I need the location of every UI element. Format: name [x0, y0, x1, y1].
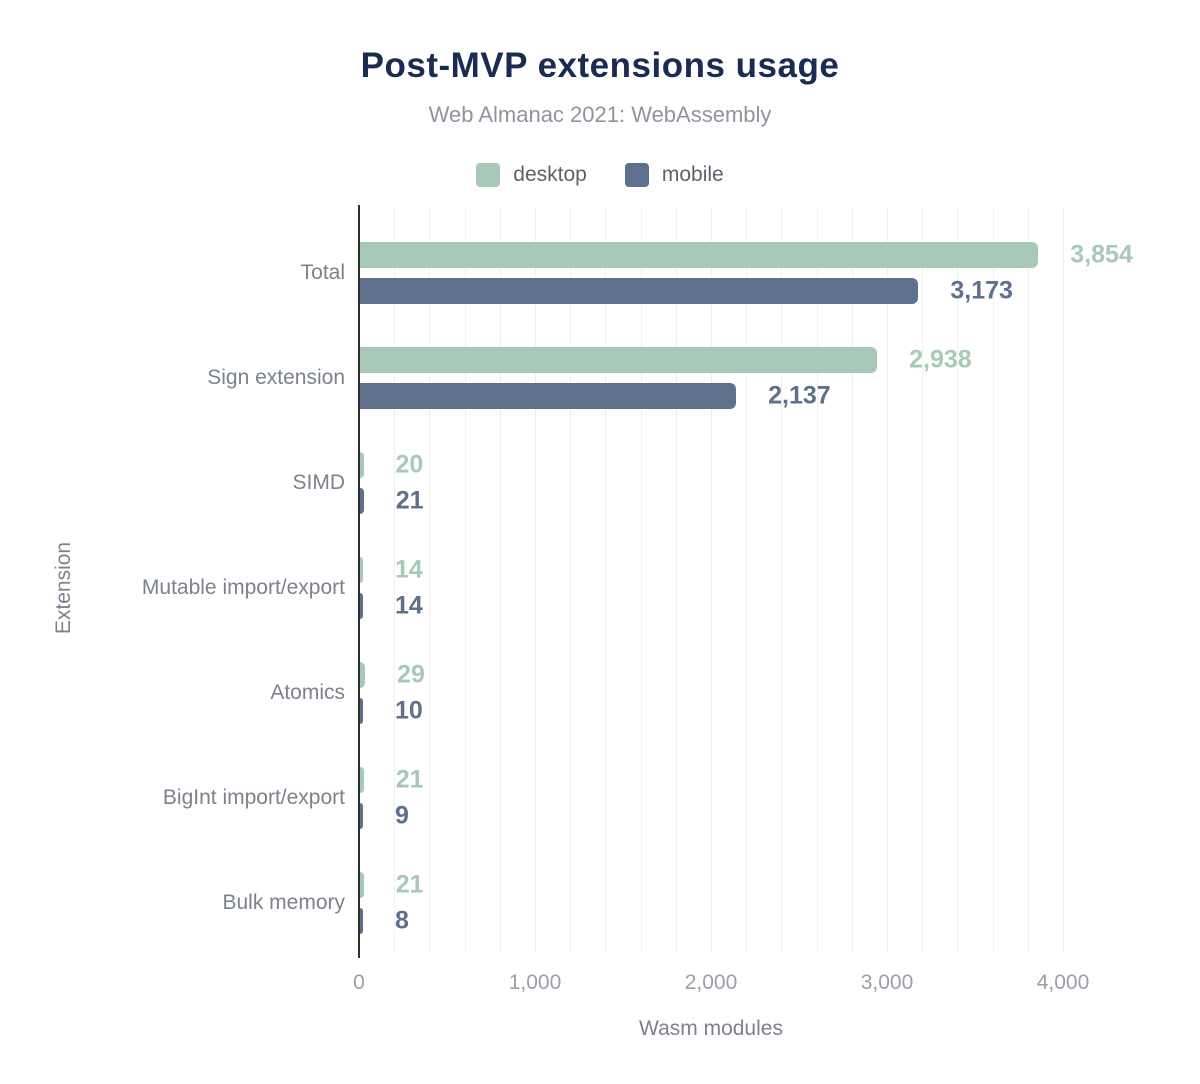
gridline — [535, 207, 536, 953]
value-label-desktop: 21 — [395, 870, 424, 899]
gridline — [1027, 207, 1029, 953]
category-label: Atomics — [270, 681, 345, 704]
category-label: Mutable import/export — [141, 576, 345, 599]
gridline — [1063, 207, 1064, 953]
gridline — [640, 207, 642, 953]
gridline — [992, 207, 994, 953]
category-label: Bulk memory — [222, 891, 345, 914]
gridline — [816, 207, 818, 953]
legend-swatch-desktop-icon — [476, 163, 501, 187]
bar-desktop — [360, 662, 366, 688]
legend-label-mobile: mobile — [661, 163, 724, 186]
x-tick-label: 2,000 — [684, 971, 738, 994]
bar-mobile — [360, 803, 363, 829]
bar-desktop — [360, 872, 364, 898]
bar-desktop — [360, 767, 364, 793]
bar-mobile — [360, 908, 363, 934]
x-axis-title: Wasm modules — [639, 1017, 783, 1040]
value-label-mobile: 14 — [395, 591, 423, 620]
x-tick-label: 1,000 — [508, 971, 562, 994]
bar-mobile — [360, 593, 363, 619]
x-tick-label: 4,000 — [1036, 971, 1090, 994]
value-label-desktop: 20 — [395, 450, 424, 479]
bar-mobile — [360, 278, 919, 304]
gridline — [675, 207, 677, 953]
value-label-mobile: 8 — [395, 906, 409, 935]
gridline — [851, 207, 853, 953]
value-label-desktop: 21 — [395, 765, 424, 794]
value-label-mobile: 21 — [395, 486, 424, 515]
gridline — [605, 207, 607, 953]
value-label-mobile: 9 — [395, 801, 409, 830]
legend-label-desktop: desktop — [513, 163, 587, 186]
category-label: BigInt import/export — [162, 786, 345, 809]
y-axis-spine — [358, 205, 360, 958]
gridline — [394, 207, 396, 953]
value-label-desktop: 3,854 — [1070, 240, 1133, 269]
gridline — [429, 207, 431, 953]
gridline — [499, 207, 501, 953]
x-tick-label: 3,000 — [860, 971, 914, 994]
bar-desktop — [360, 347, 878, 373]
legend-item-desktop: desktop — [476, 163, 587, 187]
value-label-desktop: 14 — [395, 555, 423, 584]
bar-desktop — [360, 557, 363, 583]
y-axis-title: Extension — [52, 541, 75, 635]
value-label-mobile: 2,137 — [768, 381, 831, 410]
bar-mobile — [360, 488, 364, 514]
bar-desktop — [360, 452, 364, 478]
value-label-mobile: 10 — [395, 696, 423, 725]
gridline — [570, 207, 572, 953]
gridline — [922, 207, 924, 953]
bar-desktop — [360, 242, 1039, 268]
gridline — [464, 207, 466, 953]
value-label-desktop: 29 — [397, 660, 425, 689]
bar-mobile — [360, 383, 737, 409]
bar-mobile — [360, 698, 363, 724]
gridline — [781, 207, 783, 953]
gridline — [887, 207, 888, 953]
category-label: Sign extension — [207, 366, 345, 389]
value-label-desktop: 2,938 — [909, 345, 972, 374]
gridline — [746, 207, 748, 953]
value-label-mobile: 3,173 — [950, 276, 1013, 305]
chart-title: Post-MVP extensions usage — [360, 46, 840, 85]
gridline — [957, 207, 959, 953]
category-label: SIMD — [292, 471, 346, 494]
legend-item-mobile: mobile — [624, 163, 724, 187]
x-tick-label: 0 — [353, 971, 365, 994]
chart-subtitle: Web Almanac 2021: WebAssembly — [428, 102, 772, 127]
legend-swatch-mobile-icon — [624, 163, 649, 187]
category-label: Total — [300, 261, 345, 284]
gridline — [711, 207, 712, 953]
legend: desktop mobile — [0, 163, 1200, 187]
